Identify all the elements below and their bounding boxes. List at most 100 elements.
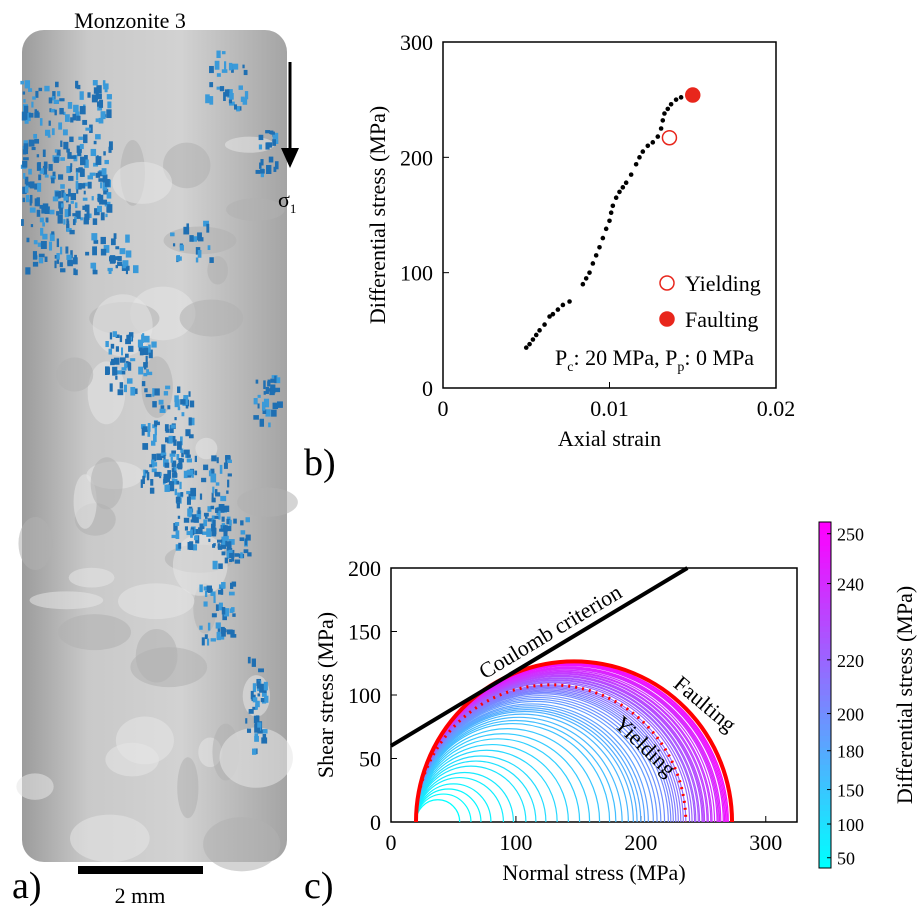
fracture-voxel bbox=[116, 370, 122, 375]
colorbar-cell bbox=[819, 839, 831, 846]
fracture-voxel bbox=[215, 604, 219, 611]
fracture-voxel bbox=[93, 87, 98, 94]
fracture-voxel bbox=[158, 399, 164, 405]
fracture-voxel bbox=[72, 257, 78, 265]
fracture-voxel bbox=[41, 206, 46, 214]
stress-label: σ1 bbox=[278, 187, 296, 216]
mineral-patch bbox=[29, 591, 104, 610]
data-point bbox=[628, 172, 634, 177]
fracture-voxel bbox=[212, 486, 215, 494]
fracture-voxel bbox=[229, 558, 233, 563]
fracture-voxel bbox=[232, 613, 236, 617]
data-point bbox=[620, 185, 626, 190]
fracture-voxel bbox=[113, 357, 120, 365]
fracture-voxel bbox=[212, 519, 216, 527]
fracture-voxel bbox=[266, 142, 273, 148]
colorbar-cell bbox=[819, 729, 831, 736]
fracture-voxel bbox=[187, 541, 190, 550]
fracture-voxel bbox=[44, 129, 51, 136]
colorbar-cell bbox=[819, 602, 831, 609]
colorbar-cell bbox=[819, 741, 831, 748]
data-point bbox=[613, 195, 619, 200]
fracture-voxel bbox=[25, 195, 30, 203]
fracture-voxel bbox=[186, 223, 189, 230]
fracture-voxel bbox=[145, 355, 148, 364]
fracture-voxel bbox=[83, 182, 88, 187]
fracture-voxel bbox=[246, 728, 252, 733]
fracture-voxel bbox=[163, 454, 166, 462]
fracture-voxel bbox=[97, 93, 102, 100]
fracture-voxel bbox=[52, 155, 55, 162]
fracture-voxel bbox=[28, 88, 33, 92]
x-tick-label: 0 bbox=[438, 396, 449, 421]
colorbar-cell bbox=[819, 775, 831, 782]
fracture-voxel bbox=[223, 535, 229, 541]
fracture-voxel bbox=[73, 268, 76, 276]
fracture-voxel bbox=[34, 109, 38, 115]
fracture-voxel bbox=[103, 188, 109, 195]
fracture-voxel bbox=[53, 99, 60, 104]
fracture-voxel bbox=[50, 175, 56, 180]
fracture-voxel bbox=[174, 417, 177, 421]
fracture-voxel bbox=[22, 186, 27, 195]
fracture-voxel bbox=[99, 99, 104, 108]
fracture-voxel bbox=[115, 375, 118, 380]
fracture-voxel bbox=[145, 393, 152, 398]
fracture-voxel bbox=[48, 97, 53, 104]
fracture-voxel bbox=[95, 91, 99, 99]
colorbar-cell bbox=[819, 793, 831, 800]
fracture-voxel bbox=[238, 85, 243, 90]
fracture-voxel bbox=[220, 544, 227, 549]
fracture-voxel bbox=[218, 563, 223, 569]
fracture-voxel bbox=[195, 257, 199, 263]
fracture-voxel bbox=[193, 517, 199, 523]
fracture-voxel bbox=[94, 208, 100, 216]
fracture-voxel bbox=[97, 171, 104, 177]
fracture-voxel bbox=[206, 528, 212, 537]
fracture-voxel bbox=[102, 80, 106, 86]
fracture-voxel bbox=[51, 231, 55, 235]
fracture-voxel bbox=[105, 341, 109, 348]
fracture-voxel bbox=[83, 217, 89, 225]
fracture-voxel bbox=[72, 219, 76, 226]
fracture-voxel bbox=[37, 242, 42, 247]
colorbar-cell bbox=[819, 787, 831, 794]
fracture-voxel bbox=[177, 492, 184, 498]
annotation-subscript: c bbox=[567, 360, 573, 375]
colorbar-cell bbox=[819, 671, 831, 679]
fracture-voxel bbox=[154, 462, 158, 467]
fracture-voxel bbox=[252, 706, 257, 710]
fracture-voxel bbox=[226, 629, 233, 635]
fracture-voxel bbox=[254, 735, 259, 742]
fracture-voxel bbox=[172, 243, 176, 247]
fracture-voxel bbox=[201, 637, 205, 646]
fracture-voxel bbox=[57, 214, 63, 224]
fracture-voxel bbox=[175, 530, 180, 540]
fracture-voxel bbox=[66, 220, 70, 228]
fracture-voxel bbox=[210, 638, 216, 642]
fracture-voxel bbox=[125, 250, 132, 258]
fracture-voxel bbox=[208, 470, 212, 477]
fracture-voxel bbox=[187, 508, 193, 517]
fracture-voxel bbox=[167, 405, 171, 410]
mineral-patch bbox=[69, 814, 150, 863]
fracture-voxel bbox=[106, 109, 112, 119]
fracture-voxel bbox=[91, 233, 98, 241]
fracture-voxel bbox=[93, 140, 97, 145]
fracture-voxel bbox=[243, 69, 248, 76]
mohr-panel: 0 100 200 300 0 50 100 150 200 Normal stress (MPa… bbox=[304, 521, 917, 907]
fracture-voxel bbox=[216, 631, 221, 641]
fracture-voxel bbox=[39, 204, 45, 209]
fracture-voxel bbox=[151, 453, 157, 462]
fracture-voxel bbox=[84, 159, 89, 168]
fracture-voxel bbox=[176, 255, 180, 262]
annotation: Pc: 20 MPa, Pp: 0 MPa bbox=[555, 345, 754, 375]
fracture-voxel bbox=[265, 130, 271, 134]
fracture-voxel bbox=[130, 358, 136, 362]
fracture-voxel bbox=[91, 196, 94, 201]
fracture-voxel bbox=[186, 490, 192, 495]
fracture-voxel bbox=[23, 173, 26, 179]
fracture-voxel bbox=[211, 455, 217, 462]
fracture-voxel bbox=[96, 85, 102, 94]
fracture-voxel bbox=[119, 335, 123, 343]
